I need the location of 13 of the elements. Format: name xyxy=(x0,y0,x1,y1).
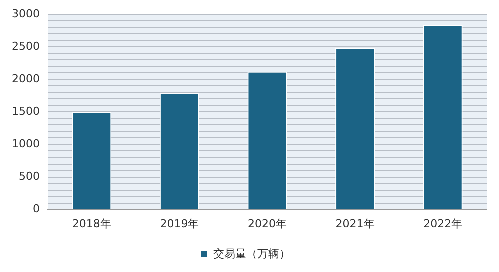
y-tick-label: 0 xyxy=(32,202,40,216)
y-tick-label: 2000 xyxy=(12,72,40,86)
legend-label: 交易量（万辆） xyxy=(213,247,290,260)
y-tick-label: 3000 xyxy=(12,7,40,20)
x-tick-label: 2018年 xyxy=(72,217,112,230)
x-tick-label: 2020年 xyxy=(248,217,287,230)
x-tick-label: 2021年 xyxy=(336,217,375,230)
y-tick-label: 2500 xyxy=(12,40,40,53)
x-tick-label: 2022年 xyxy=(424,217,463,230)
y-tick-label: 1000 xyxy=(12,138,40,151)
x-tick-label: 2019年 xyxy=(160,217,200,230)
y-tick-label: 500 xyxy=(18,170,40,184)
y-tick-label: 1500 xyxy=(12,105,40,118)
